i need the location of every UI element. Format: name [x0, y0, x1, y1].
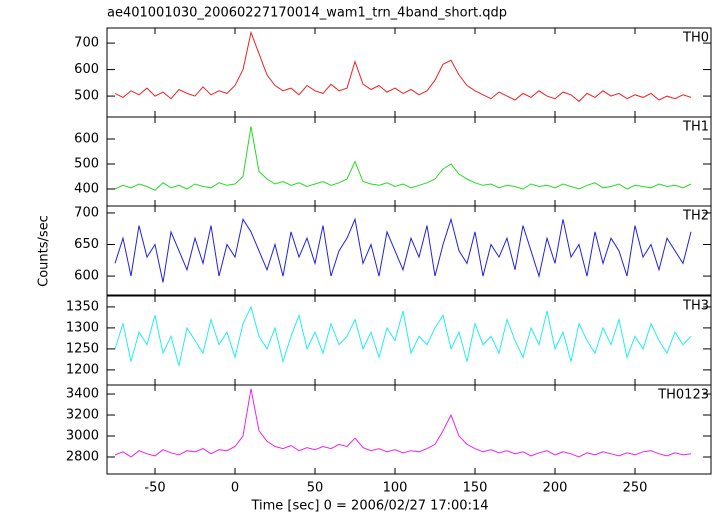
y-tick-label: 500	[74, 89, 99, 104]
x-tick-label: -50	[144, 481, 165, 496]
chart-title: ae401001030_20060227170014_wam1_trn_4ban…	[107, 6, 507, 21]
panel-frame	[106, 116, 712, 207]
series-label: TH2	[682, 209, 709, 224]
y-tick-label: 3200	[66, 408, 99, 423]
series-label: TH0123	[657, 388, 709, 403]
x-axis-label: Time [sec] 0 = 2006/02/27 17:00:14	[250, 499, 488, 514]
y-tick-label: 3400	[66, 387, 99, 402]
light-curve	[114, 30, 692, 103]
y-tick-label: 650	[74, 237, 99, 252]
y-axis-label: Counts/sec	[37, 215, 52, 287]
x-tick-label: 50	[307, 481, 324, 496]
light-curve	[114, 126, 692, 191]
y-tick-label: 3000	[66, 429, 99, 444]
series-label: TH1	[682, 120, 709, 135]
y-tick-label: 1250	[66, 341, 99, 356]
y-tick-label: 400	[74, 182, 99, 197]
y-tick-label: 1300	[66, 320, 99, 335]
y-tick-label: 600	[74, 62, 99, 77]
x-tick-label: 0	[231, 481, 239, 496]
x-tick-label: 250	[623, 481, 648, 496]
x-tick-label: 150	[463, 481, 488, 496]
series-label: TH0	[682, 31, 709, 46]
panel-frame	[106, 205, 712, 296]
panel-frame	[106, 27, 712, 118]
y-tick-label: 700	[74, 205, 99, 220]
panel-frame	[106, 384, 712, 475]
y-tick-label: 500	[74, 157, 99, 172]
y-tick-label: 700	[74, 36, 99, 51]
x-tick-label: 100	[383, 481, 408, 496]
y-tick-label: 1350	[66, 299, 99, 314]
y-tick-label: 600	[74, 132, 99, 147]
light-curve	[114, 217, 692, 283]
y-tick-label: 2800	[66, 449, 99, 464]
y-tick-label: 1200	[66, 362, 99, 377]
series-label: TH3	[682, 299, 709, 314]
light-curve	[114, 305, 692, 366]
y-tick-label: 600	[74, 269, 99, 284]
x-tick-label: 200	[543, 481, 568, 496]
light-curve	[114, 388, 692, 458]
